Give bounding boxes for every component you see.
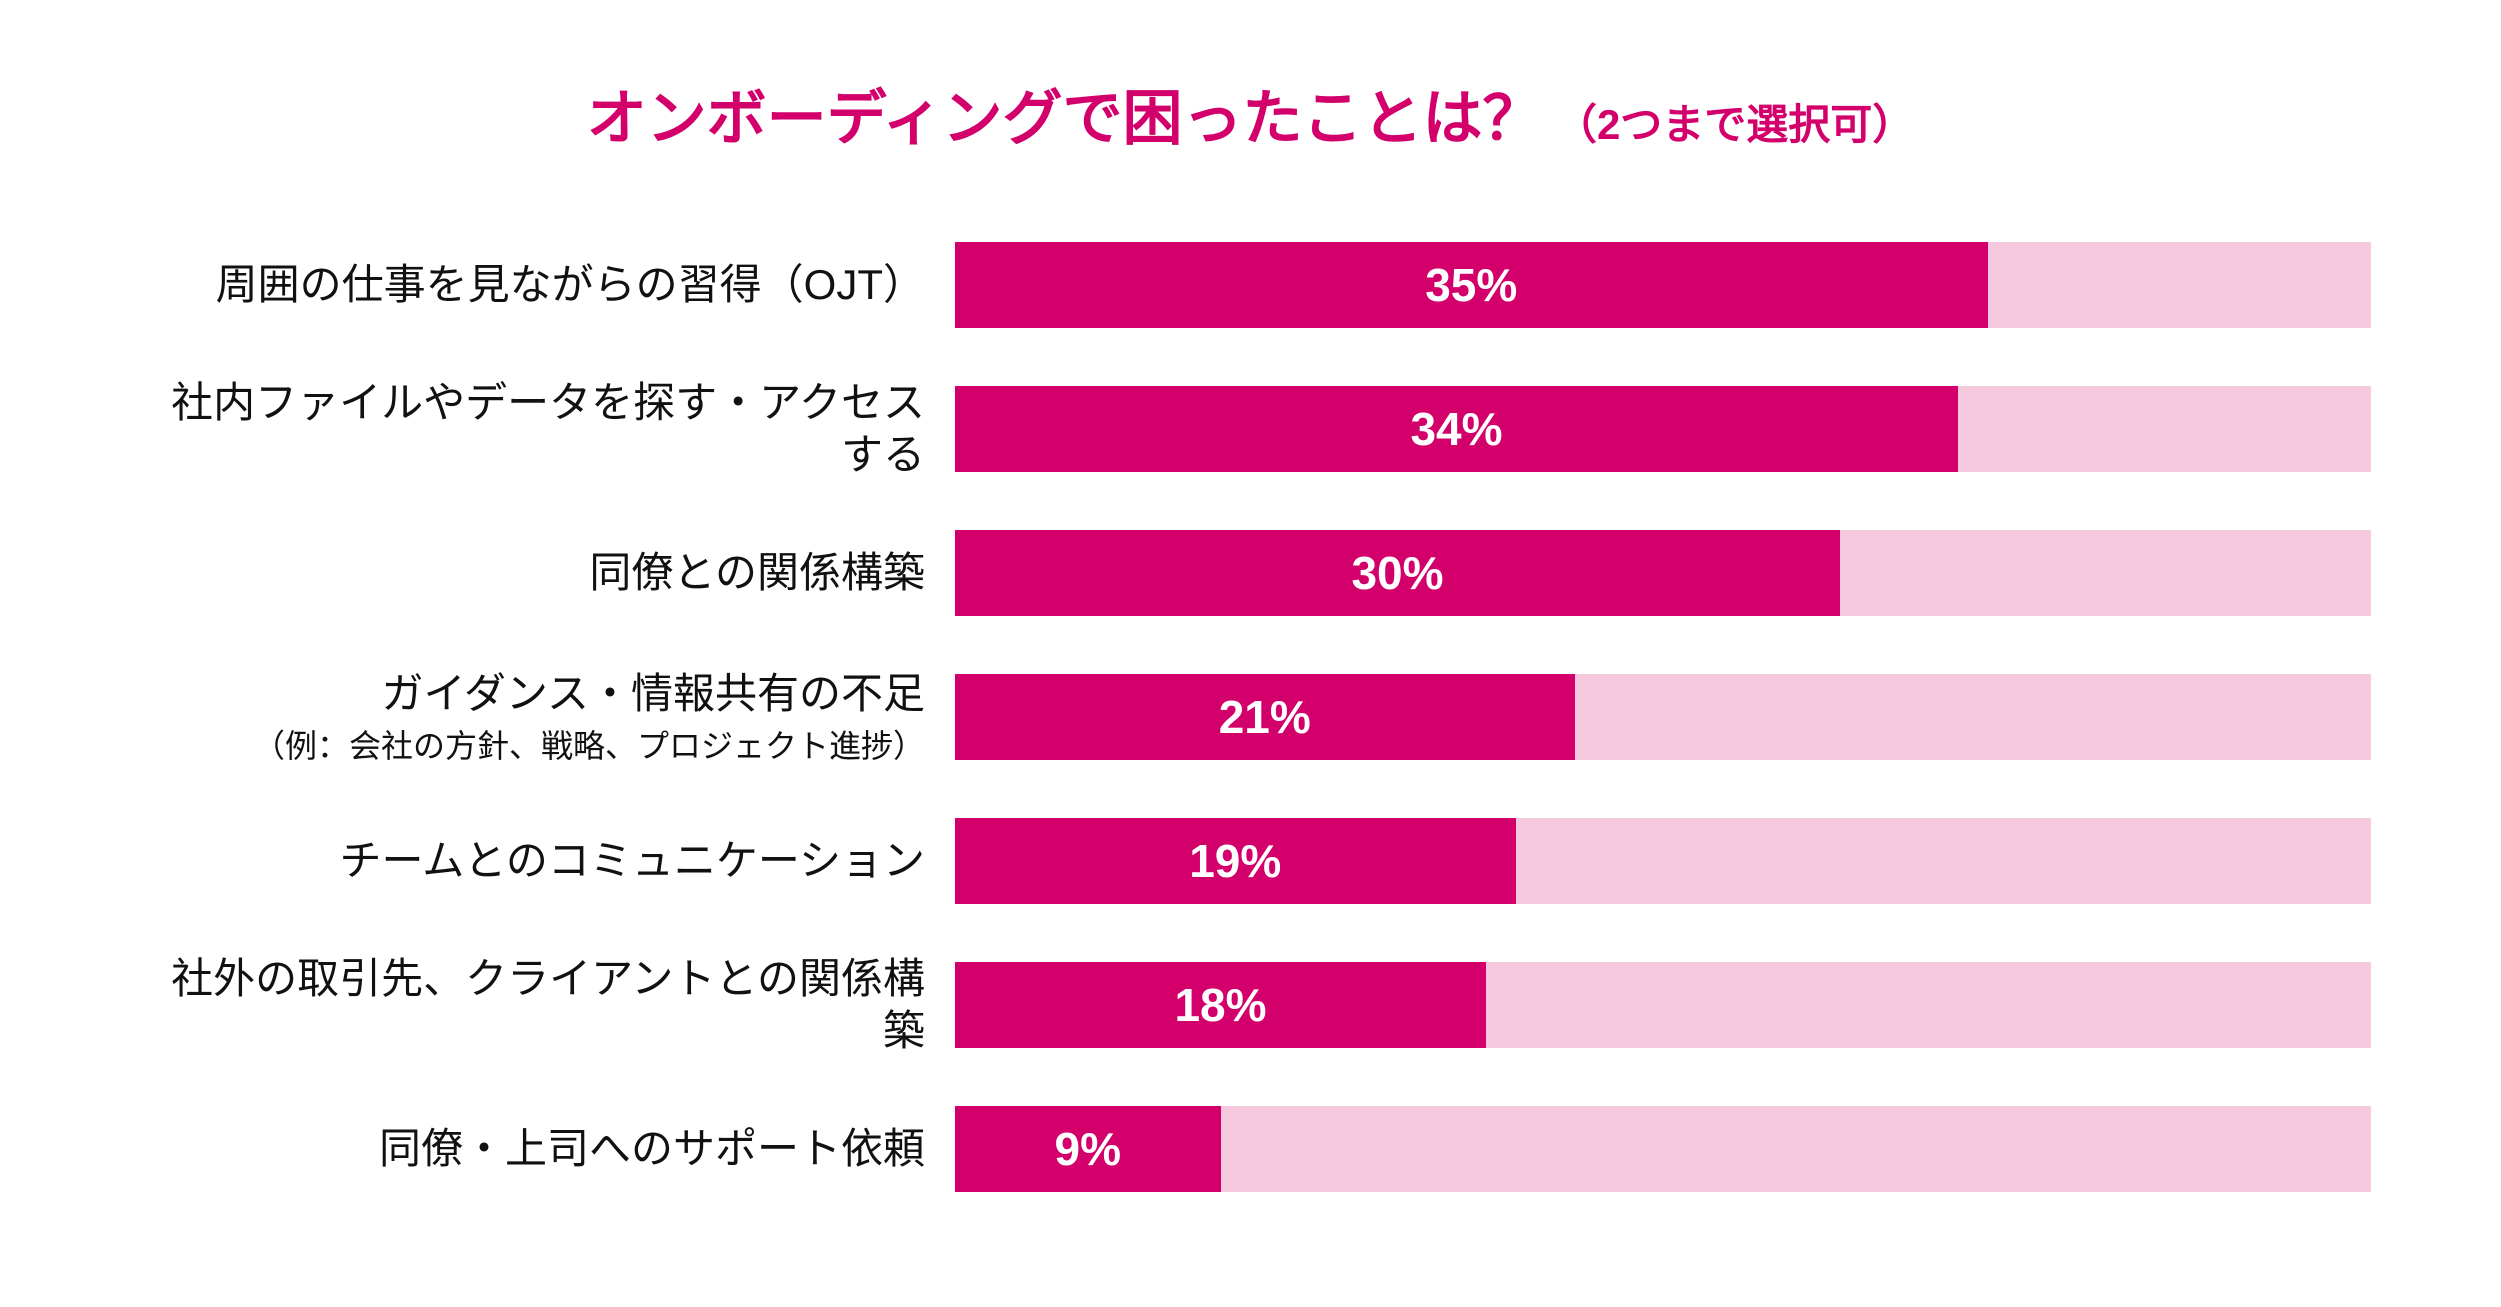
row-label-col: 同僚・上司へのサポート依頼 (130, 1123, 955, 1176)
bar-container: 18% (955, 962, 2371, 1048)
bar-fill: 30% (955, 530, 1840, 616)
chart-rows: 周囲の仕事を見ながらの習得（OJT） 35% 社内ファイルやデータを探す・アクセスす… (130, 242, 2371, 1192)
bar-value-label: 30% (1351, 546, 1443, 600)
bar-value-label: 18% (1174, 978, 1266, 1032)
chart-row: ガイダンス・情報共有の不足（例：会社の方針、戦略、プロジェクト進捗）21% (130, 674, 2371, 760)
row-label: ガイダンス・情報共有の不足 (382, 668, 925, 721)
bar-fill: 9% (955, 1106, 1221, 1192)
row-label: 社内ファイルやデータを探す・アクセスする (130, 377, 925, 482)
chart-title-main: オンボーディングで困ったことは？ (587, 85, 1543, 152)
bar-fill: 35% (955, 242, 1988, 328)
row-label: 同僚・上司へのサポート依頼 (379, 1123, 925, 1176)
row-label-col: 社外の取引先、クライアントとの関係構築 (130, 953, 955, 1058)
bar-value-label: 19% (1189, 834, 1281, 888)
bar-container: 9% (955, 1106, 2371, 1192)
bar-value-label: 21% (1219, 690, 1311, 744)
onboarding-bar-chart: オンボーディングで困ったことは？ （2つまで選択可） 周囲の仕事を見ながらの習得… (0, 0, 2501, 1262)
bar-container: 30% (955, 530, 2371, 616)
row-label-col: 周囲の仕事を見ながらの習得（OJT） (130, 259, 955, 312)
row-label-col: 社内ファイルやデータを探す・アクセスする (130, 377, 955, 482)
bar-value-label: 34% (1410, 402, 1502, 456)
bar-fill: 19% (955, 818, 1516, 904)
bar-fill: 18% (955, 962, 1486, 1048)
bar-fill: 34% (955, 386, 1958, 472)
bar-value-label: 35% (1425, 258, 1517, 312)
bar-fill: 21% (955, 674, 1575, 760)
chart-row: 同僚・上司へのサポート依頼 9% (130, 1106, 2371, 1192)
row-label-col: チームとのコミュニケーション (130, 835, 955, 888)
bar-value-label: 9% (1055, 1122, 1121, 1176)
row-sublabel: （例：会社の方針、戦略、プロジェクト進捗） (253, 726, 925, 766)
chart-title-row: オンボーディングで困ったことは？ （2つまで選択可） (130, 70, 2371, 157)
row-label: 同僚との関係構築 (589, 547, 925, 600)
chart-title-sub: （2つまで選択可） (1555, 101, 1914, 148)
chart-row: 社内ファイルやデータを探す・アクセスする34% (130, 386, 2371, 472)
chart-row: 周囲の仕事を見ながらの習得（OJT） 35% (130, 242, 2371, 328)
bar-container: 35% (955, 242, 2371, 328)
bar-container: 19% (955, 818, 2371, 904)
chart-row: チームとのコミュニケーション 19% (130, 818, 2371, 904)
row-label-col: ガイダンス・情報共有の不足 （例：会社の方針、戦略、プロジェクト進捗） (130, 668, 955, 767)
row-label: 周囲の仕事を見ながらの習得（OJT） (216, 259, 925, 312)
row-label: 社外の取引先、クライアントとの関係構築 (130, 953, 925, 1058)
row-label-col: 同僚との関係構築 (130, 547, 955, 600)
bar-container: 34% (955, 386, 2371, 472)
bar-container: 21% (955, 674, 2371, 760)
chart-row: 同僚との関係構築 30% (130, 530, 2371, 616)
row-label: チームとのコミュニケーション (340, 835, 925, 888)
chart-row: 社外の取引先、クライアントとの関係構築18% (130, 962, 2371, 1048)
